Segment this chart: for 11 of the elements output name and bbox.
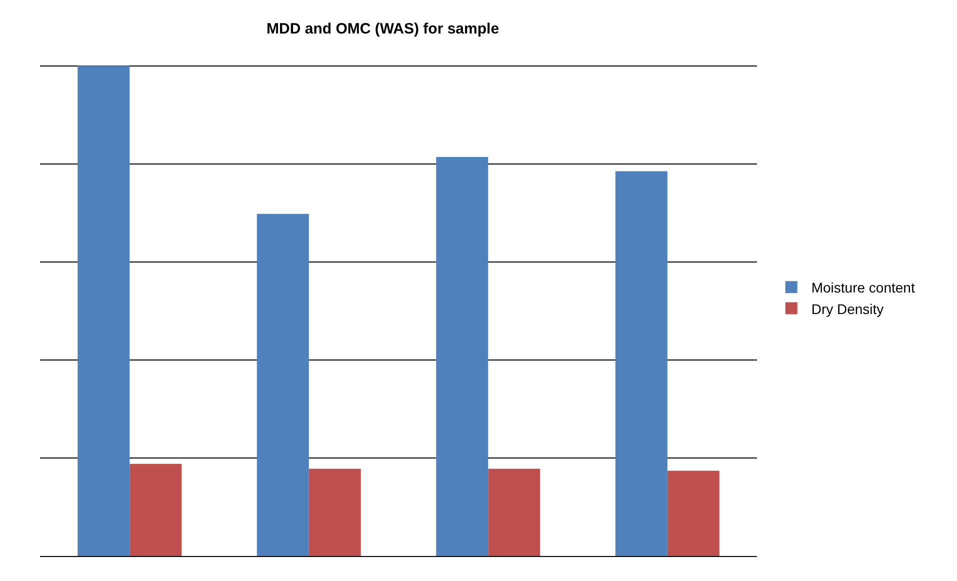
bar: [308, 468, 361, 556]
legend-label: Moisture content: [811, 280, 915, 296]
bar: [488, 468, 540, 556]
bar: [615, 171, 668, 556]
legend-label: Dry Density: [811, 300, 884, 317]
bar: [667, 470, 720, 556]
bar: [130, 464, 182, 556]
bar: [436, 156, 488, 556]
chart-title: MDD and OMC (WAS) for sample: [266, 20, 500, 38]
bar: [256, 214, 309, 556]
bar: [78, 66, 130, 556]
